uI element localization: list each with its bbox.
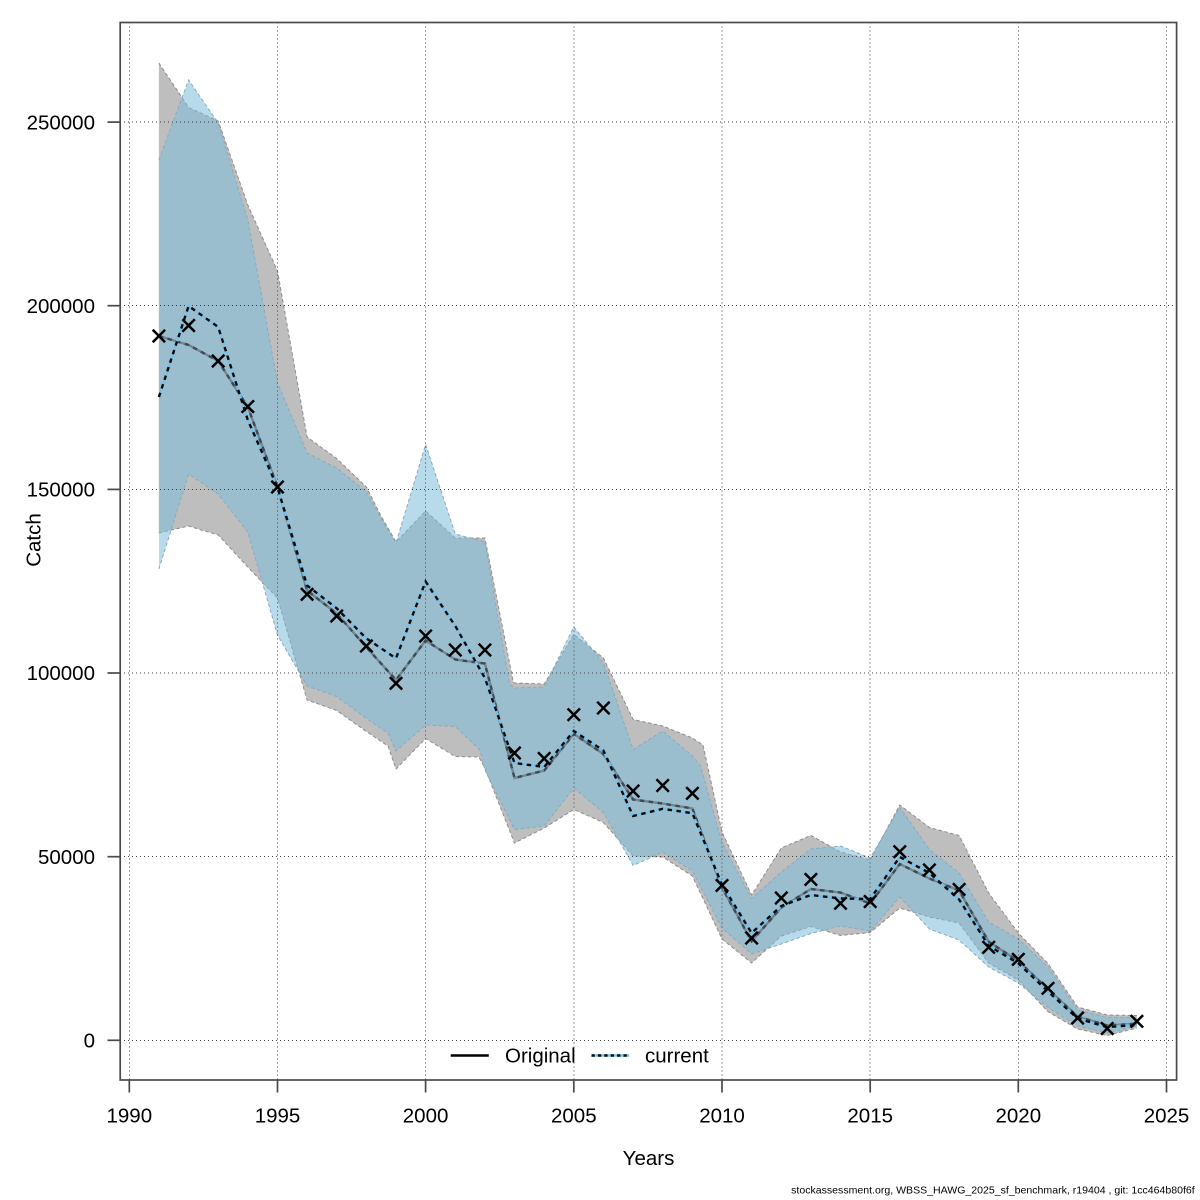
svg-text:Original: Original xyxy=(505,1045,576,1068)
svg-text:current: current xyxy=(645,1045,709,1068)
svg-text:stockassessment.org, WBSS_HAWG: stockassessment.org, WBSS_HAWG_2025_sf_b… xyxy=(791,1185,1195,1197)
svg-text:0: 0 xyxy=(84,1030,95,1053)
svg-text:150000: 150000 xyxy=(27,479,95,502)
svg-text:2000: 2000 xyxy=(403,1105,449,1128)
svg-text:2010: 2010 xyxy=(699,1105,745,1128)
svg-text:1990: 1990 xyxy=(106,1105,152,1128)
svg-text:1995: 1995 xyxy=(255,1105,301,1128)
svg-text:Catch: Catch xyxy=(23,513,46,567)
svg-text:2005: 2005 xyxy=(551,1105,597,1128)
svg-text:2025: 2025 xyxy=(1144,1105,1190,1128)
svg-text:Years: Years xyxy=(623,1147,675,1170)
svg-text:100000: 100000 xyxy=(27,662,95,685)
svg-text:250000: 250000 xyxy=(27,111,95,134)
svg-text:2015: 2015 xyxy=(847,1105,893,1128)
svg-text:200000: 200000 xyxy=(27,295,95,318)
svg-text:50000: 50000 xyxy=(38,846,95,869)
svg-text:2020: 2020 xyxy=(995,1105,1041,1128)
